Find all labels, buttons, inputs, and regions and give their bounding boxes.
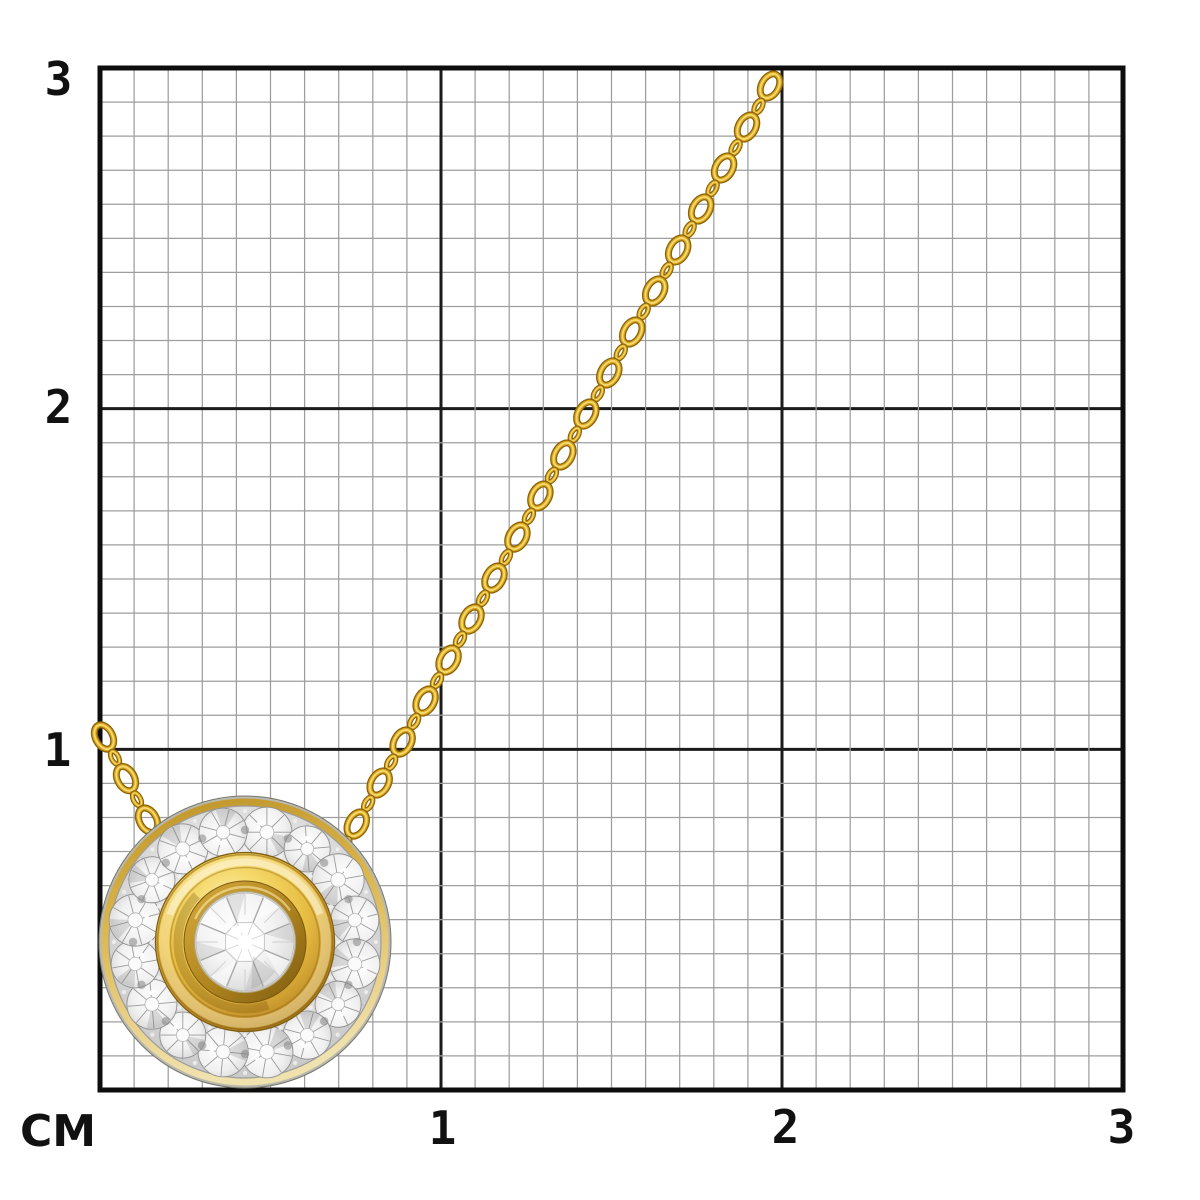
bezel-top-glint	[188, 885, 302, 999]
pendant	[98, 795, 392, 1089]
disc-step-line-inner	[169, 866, 321, 1018]
halo-diamond	[110, 939, 160, 989]
halo-diamonds	[108, 806, 381, 1079]
halo-diamond	[159, 1011, 207, 1059]
halo-diamond	[128, 856, 176, 904]
y-axis-label-3cm: 3	[44, 52, 73, 106]
halo-diamond	[329, 938, 381, 990]
disc-lower-shadow	[173, 870, 317, 1014]
y-axis-label-1cm: 1	[43, 723, 72, 777]
halo-diamond	[108, 893, 162, 947]
center-diamond	[195, 892, 295, 992]
measurement-grid	[97, 65, 1126, 1093]
chain-right-segment	[320, 70, 784, 881]
x-axis-label-3cm: 3	[1107, 1100, 1136, 1154]
y-axis-label-2cm: 2	[44, 380, 73, 434]
halo-diamond	[198, 807, 248, 857]
halo-diamond	[314, 980, 362, 1028]
disc-step-line-outer	[156, 853, 334, 1031]
halo-diamond	[282, 1010, 332, 1060]
halo-diamond	[157, 823, 209, 875]
halo-diamond	[330, 895, 380, 945]
x-axis-label-2cm: 2	[771, 1100, 800, 1154]
halo-diamond	[197, 1026, 249, 1078]
x-axis-label-1cm: 1	[428, 1101, 457, 1155]
unit-label: CM	[19, 1106, 97, 1157]
disc-top-sheen	[161, 858, 329, 1026]
